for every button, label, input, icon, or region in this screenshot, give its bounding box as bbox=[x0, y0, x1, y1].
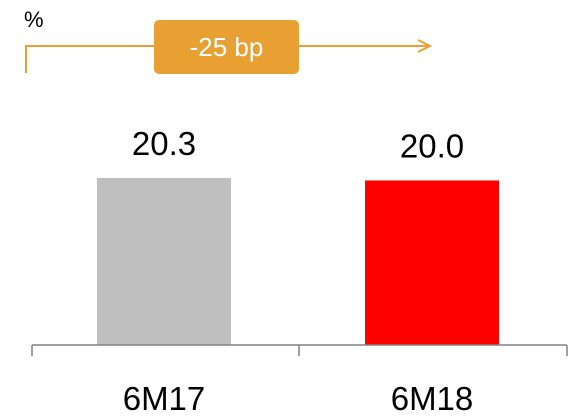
value-labels-group: 20.3 20.0 bbox=[132, 125, 464, 164]
value-label-6m17: 20.3 bbox=[132, 125, 196, 162]
bar-6m17 bbox=[97, 178, 231, 345]
change-badge bbox=[154, 20, 299, 74]
change-annotation: -25 bp bbox=[25, 20, 433, 74]
x-axis bbox=[31, 344, 568, 356]
x-tick-label-6m18: 6M18 bbox=[391, 380, 474, 417]
x-tick-label-6m17: 6M17 bbox=[123, 380, 206, 417]
arrow-head-icon bbox=[417, 39, 433, 53]
bars-group bbox=[97, 178, 499, 345]
unit-label: % bbox=[24, 7, 44, 32]
bar-6m18 bbox=[365, 180, 499, 345]
x-axis-ticks bbox=[31, 345, 568, 356]
x-tick-labels-group: 6M17 6M18 bbox=[123, 380, 474, 417]
value-label-6m18: 20.0 bbox=[400, 127, 464, 164]
change-badge-label: -25 bp bbox=[190, 32, 264, 62]
